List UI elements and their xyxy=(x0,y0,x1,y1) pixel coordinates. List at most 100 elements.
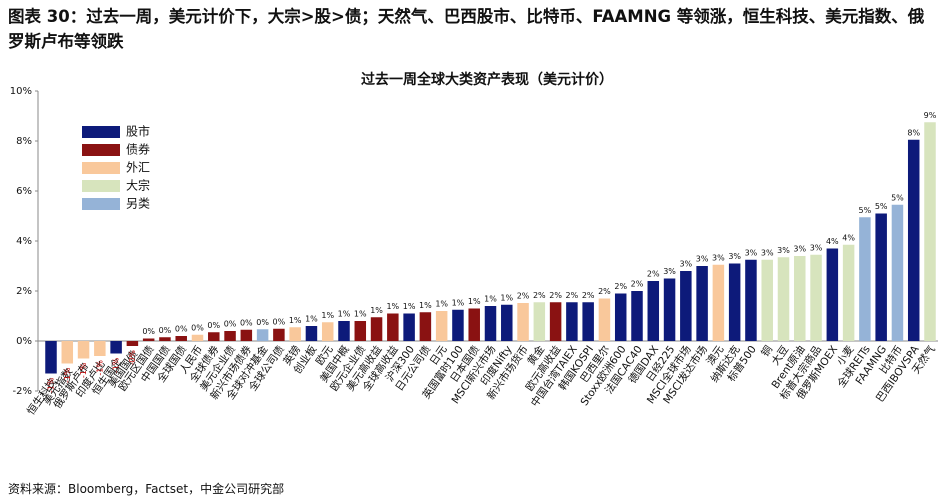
value-label: -1% xyxy=(79,362,88,378)
bar xyxy=(598,298,611,341)
bar xyxy=(582,302,594,341)
bar xyxy=(159,337,171,341)
value-label: 1% xyxy=(500,293,513,302)
y-tick-label: 0% xyxy=(16,336,32,347)
value-label: 2% xyxy=(647,270,660,279)
bar xyxy=(566,302,578,341)
value-label: 1% xyxy=(403,302,416,311)
value-label: 3% xyxy=(696,255,709,264)
value-label: 4% xyxy=(842,233,855,242)
bar xyxy=(647,281,660,341)
legend-swatch xyxy=(82,180,120,192)
value-label: 1% xyxy=(452,298,465,307)
bar xyxy=(273,328,285,341)
value-label: -1% xyxy=(63,367,72,383)
bar xyxy=(142,338,155,341)
value-label: 2% xyxy=(631,280,644,289)
chart: 过去一周全球大类资产表现（美元计价） -2% 0% 2% 4% 6% 8% 10% 股市债券外… xyxy=(10,71,938,417)
bar xyxy=(468,308,480,341)
value-label: 0% xyxy=(159,326,172,335)
chart-title: 过去一周全球大类资产表现（美元计价） xyxy=(361,71,613,88)
legend-label: 另类 xyxy=(126,197,150,211)
bar xyxy=(517,303,529,341)
value-label: 1% xyxy=(435,300,448,309)
value-label: 1% xyxy=(468,297,481,306)
bar xyxy=(875,213,887,341)
bar xyxy=(77,341,90,359)
value-label: 1% xyxy=(321,311,334,320)
value-label: 1% xyxy=(338,310,351,319)
bar xyxy=(240,329,253,341)
bar xyxy=(907,139,920,341)
y-tick-label: 8% xyxy=(16,136,32,147)
bar xyxy=(810,254,822,341)
value-label: 0% xyxy=(175,325,188,334)
value-label: 1% xyxy=(370,306,383,315)
bar xyxy=(631,291,643,341)
value-label: 1% xyxy=(419,301,432,310)
value-label: 1% xyxy=(484,295,497,304)
bar xyxy=(680,271,692,341)
bar xyxy=(94,341,106,356)
bar xyxy=(191,334,204,341)
value-label: 2% xyxy=(614,282,627,291)
value-label: 3% xyxy=(663,267,676,276)
bar xyxy=(501,304,513,341)
value-label: 2% xyxy=(582,291,595,300)
value-label: 8% xyxy=(907,128,920,137)
bar xyxy=(354,321,367,341)
value-label: 5% xyxy=(859,206,872,215)
source: 资料来源：Bloomberg，Factset，中金公司研究部 xyxy=(8,482,285,496)
bar xyxy=(761,259,773,341)
bar xyxy=(61,341,74,364)
bar xyxy=(321,322,334,341)
bar xyxy=(338,321,350,341)
bar xyxy=(549,302,562,341)
value-label: 0% xyxy=(224,320,237,329)
bar xyxy=(533,302,546,341)
value-label: -0% xyxy=(128,350,137,366)
bar xyxy=(256,329,269,341)
value-label: 2% xyxy=(549,291,562,300)
bar xyxy=(452,309,464,341)
value-label: 9% xyxy=(924,111,937,120)
value-label: 1% xyxy=(386,302,399,311)
bar xyxy=(435,311,448,341)
bar xyxy=(126,341,139,346)
bar xyxy=(891,204,904,341)
value-label: 1% xyxy=(305,315,318,324)
value-label: 3% xyxy=(728,252,741,261)
bar xyxy=(859,217,871,341)
value-label: 3% xyxy=(745,248,758,257)
legend-swatch xyxy=(82,126,120,138)
value-label: 3% xyxy=(761,248,774,257)
value-label: 0% xyxy=(207,321,220,330)
legend-swatch xyxy=(82,198,120,210)
value-label: 3% xyxy=(810,243,823,252)
value-label: 0% xyxy=(256,318,269,327)
y-tick-label: -2% xyxy=(13,386,32,397)
bar xyxy=(842,244,855,341)
bar xyxy=(45,341,57,374)
legend-label: 股市 xyxy=(126,124,150,139)
bar xyxy=(728,263,741,341)
value-label: 5% xyxy=(891,193,904,202)
value-label: 5% xyxy=(875,202,888,211)
value-label: 2% xyxy=(533,291,546,300)
bar xyxy=(175,336,187,341)
value-label: 3% xyxy=(777,246,790,255)
bar xyxy=(663,278,676,341)
bar xyxy=(419,312,432,341)
value-label: 3% xyxy=(793,245,806,254)
bar xyxy=(305,326,318,341)
bar xyxy=(696,266,708,341)
value-label: 4% xyxy=(826,237,839,246)
bar xyxy=(777,257,790,341)
legend-swatch xyxy=(82,144,120,156)
value-label: 0% xyxy=(273,317,286,326)
value-label: 0% xyxy=(240,318,253,327)
value-label: 0% xyxy=(142,327,155,336)
y-tick-label: 4% xyxy=(16,236,32,247)
bar xyxy=(208,332,220,341)
